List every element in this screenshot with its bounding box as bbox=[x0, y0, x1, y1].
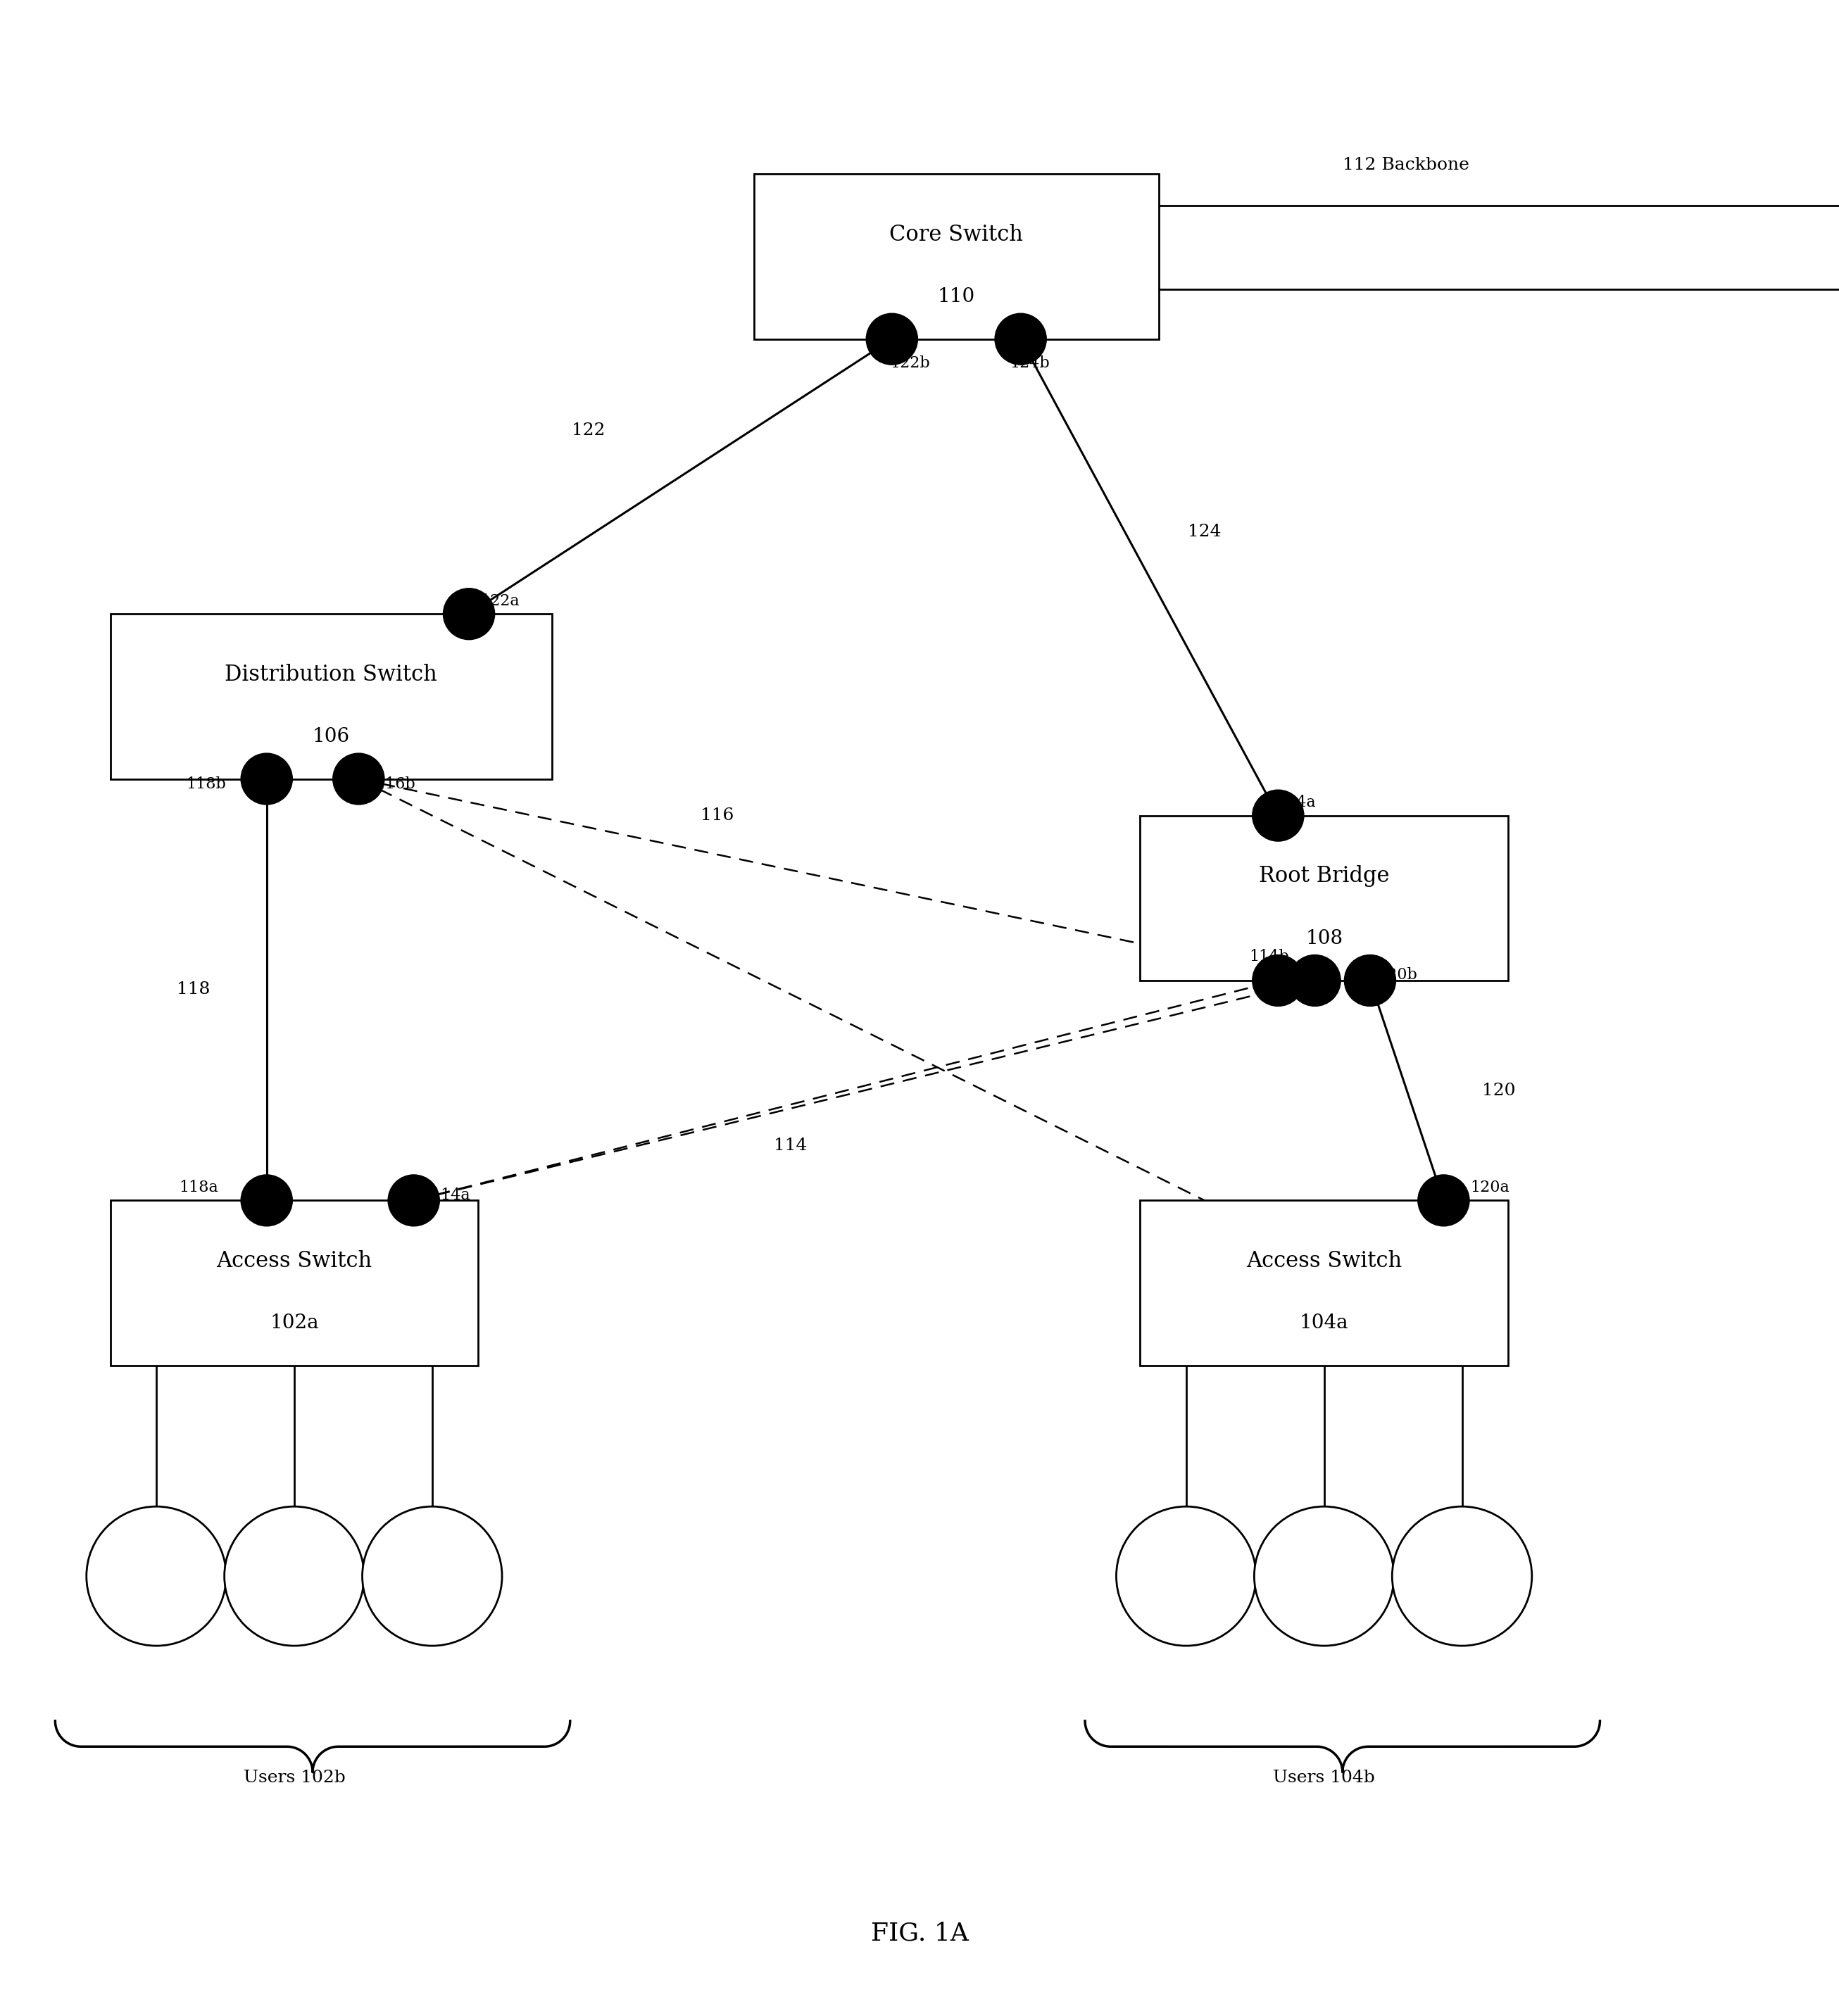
Circle shape bbox=[241, 1175, 292, 1226]
Text: 110: 110 bbox=[938, 288, 975, 306]
Text: Distribution Switch: Distribution Switch bbox=[224, 663, 438, 685]
Text: 118a: 118a bbox=[178, 1179, 219, 1195]
Text: 112 Backbone: 112 Backbone bbox=[1342, 157, 1469, 173]
Circle shape bbox=[362, 1506, 502, 1645]
Text: 114b: 114b bbox=[1249, 950, 1289, 964]
Circle shape bbox=[388, 1175, 440, 1226]
Text: Users 104b: Users 104b bbox=[1273, 1770, 1376, 1786]
Text: 120a: 120a bbox=[1469, 1179, 1510, 1195]
FancyBboxPatch shape bbox=[110, 1200, 478, 1365]
Text: Core Switch: Core Switch bbox=[890, 224, 1022, 246]
Circle shape bbox=[1418, 1175, 1469, 1226]
Text: 120b: 120b bbox=[1377, 968, 1418, 982]
Circle shape bbox=[866, 312, 918, 365]
Text: FIG. 1A: FIG. 1A bbox=[870, 1921, 969, 1945]
Text: Access Switch: Access Switch bbox=[1247, 1250, 1401, 1272]
Circle shape bbox=[995, 312, 1046, 365]
Text: 114a: 114a bbox=[430, 1187, 471, 1204]
Text: Access Switch: Access Switch bbox=[217, 1250, 371, 1272]
Circle shape bbox=[241, 754, 292, 804]
Text: 116: 116 bbox=[701, 808, 734, 825]
FancyBboxPatch shape bbox=[1140, 1200, 1508, 1365]
Text: 114: 114 bbox=[774, 1137, 807, 1153]
Circle shape bbox=[224, 1506, 364, 1645]
Text: Root Bridge: Root Bridge bbox=[1258, 865, 1390, 887]
Text: 118b: 118b bbox=[186, 776, 226, 792]
Text: 102a: 102a bbox=[270, 1314, 318, 1333]
Circle shape bbox=[1116, 1506, 1256, 1645]
Text: 122a: 122a bbox=[480, 593, 520, 609]
FancyBboxPatch shape bbox=[1140, 816, 1508, 980]
Text: 116a: 116a bbox=[1263, 986, 1304, 1002]
Text: Users 102b: Users 102b bbox=[243, 1770, 346, 1786]
Text: 118: 118 bbox=[177, 982, 210, 998]
Circle shape bbox=[1254, 1506, 1394, 1645]
Text: 122b: 122b bbox=[890, 355, 931, 371]
FancyBboxPatch shape bbox=[754, 173, 1159, 339]
Text: 106: 106 bbox=[313, 728, 349, 746]
Text: 124a: 124a bbox=[1276, 794, 1317, 810]
Circle shape bbox=[443, 589, 495, 639]
Circle shape bbox=[1344, 956, 1396, 1006]
Circle shape bbox=[1392, 1506, 1532, 1645]
Circle shape bbox=[1252, 790, 1304, 841]
Text: 116b: 116b bbox=[375, 776, 416, 792]
Text: 122: 122 bbox=[572, 423, 605, 439]
Circle shape bbox=[1289, 956, 1341, 1006]
Text: 124: 124 bbox=[1188, 524, 1221, 540]
Text: 104a: 104a bbox=[1300, 1314, 1348, 1333]
Text: 108: 108 bbox=[1306, 929, 1342, 948]
Circle shape bbox=[333, 754, 384, 804]
Text: 120: 120 bbox=[1482, 1083, 1515, 1099]
Circle shape bbox=[1252, 956, 1304, 1006]
FancyBboxPatch shape bbox=[110, 615, 552, 778]
Circle shape bbox=[86, 1506, 226, 1645]
Text: 124b: 124b bbox=[1010, 355, 1050, 371]
